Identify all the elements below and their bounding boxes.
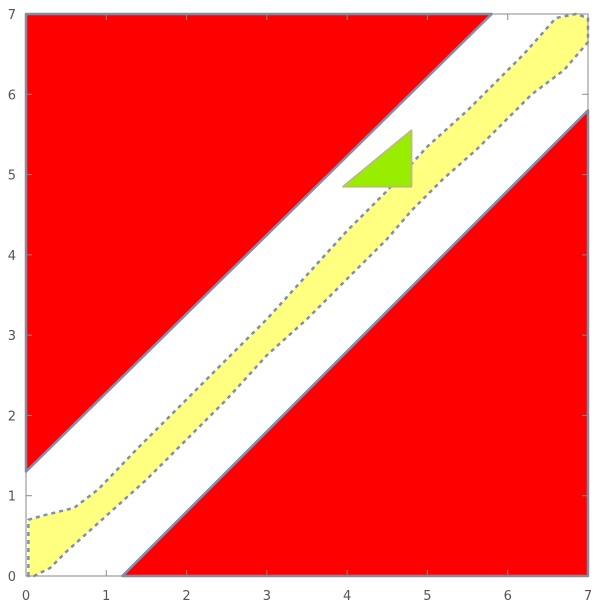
y-tick-label: 7 (8, 8, 16, 23)
y-tick-label: 5 (8, 169, 16, 184)
y-tick-label: 0 (8, 570, 16, 585)
axes-frame: 0 1 2 3 4 5 6 7 0 1 2 3 4 5 6 7 (8, 8, 592, 604)
regions-layer (24, 12, 590, 578)
y-tick-label: 6 (8, 88, 16, 103)
plot-frame (25, 13, 589, 577)
y-tick-label: 1 (8, 490, 16, 505)
y-tick-label: 4 (8, 249, 16, 264)
y-tick-label: 3 (8, 329, 16, 344)
x-tick-label: 0 (22, 589, 30, 604)
x-tick-label: 3 (263, 589, 271, 604)
x-tick-label: 1 (102, 589, 110, 604)
y-tick-label: 2 (8, 409, 16, 424)
x-tick-label: 5 (423, 589, 431, 604)
x-tick-label: 7 (584, 589, 592, 604)
x-tick-label: 4 (343, 589, 351, 604)
region-target-set (342, 129, 413, 188)
x-tick-label: 6 (504, 589, 512, 604)
x-tick-label: 2 (182, 589, 190, 604)
region-invariant-set (27, 12, 590, 578)
